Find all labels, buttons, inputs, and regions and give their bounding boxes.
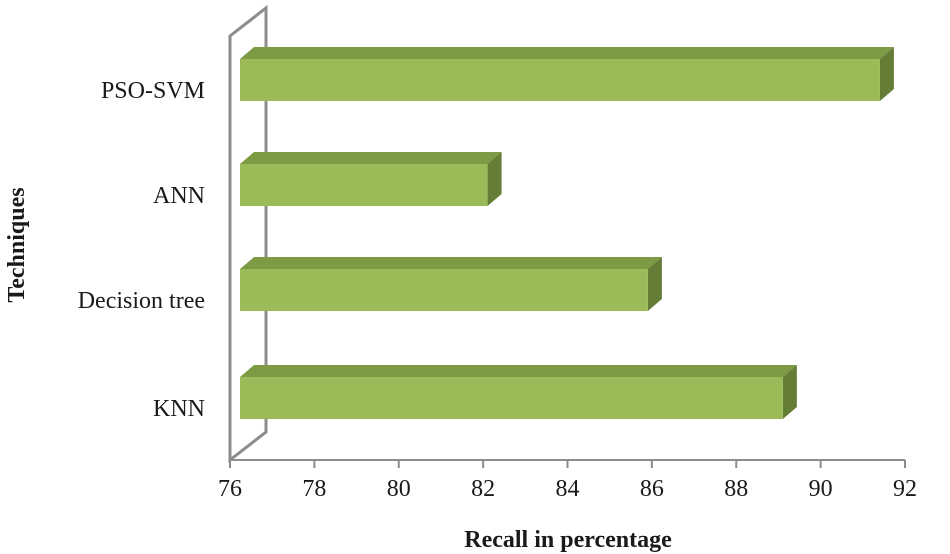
bar-side-face bbox=[647, 257, 662, 311]
back-wall-outline bbox=[228, 4, 268, 464]
x-tick-label: 76 bbox=[218, 476, 242, 502]
bar-side-face bbox=[487, 152, 502, 206]
category-label: ANN bbox=[153, 183, 205, 209]
x-tick-label: 92 bbox=[893, 476, 917, 502]
bar-front-face bbox=[240, 59, 880, 101]
bar-top-face bbox=[240, 365, 797, 377]
bar bbox=[240, 47, 894, 101]
y-axis-title: Techniques bbox=[4, 187, 30, 302]
x-tick-label: 86 bbox=[640, 476, 664, 502]
chart-back-wall bbox=[228, 4, 268, 464]
x-tick-label: 80 bbox=[387, 476, 411, 502]
bar-front-face bbox=[240, 377, 783, 419]
bar bbox=[240, 257, 662, 311]
bar-top-face bbox=[240, 257, 662, 269]
bar-side-face bbox=[879, 47, 894, 101]
bar bbox=[240, 365, 797, 419]
x-tick-label: 78 bbox=[302, 476, 326, 502]
category-label: Decision tree bbox=[78, 288, 205, 314]
x-tick-label: 88 bbox=[724, 476, 748, 502]
bar-front-face bbox=[240, 164, 488, 206]
x-tick-label: 82 bbox=[471, 476, 495, 502]
x-tick-label: 84 bbox=[556, 476, 580, 502]
bar-top-face bbox=[240, 47, 894, 59]
bar-side-face bbox=[782, 365, 797, 419]
x-axis: 76 78 80 82 84 86 88 90 92 bbox=[218, 459, 917, 502]
bar-front-face bbox=[240, 269, 648, 311]
category-labels: KNN Decision tree ANN PSO-SVM bbox=[78, 78, 205, 422]
bars bbox=[240, 47, 894, 419]
category-label: PSO-SVM bbox=[101, 78, 205, 104]
bar-top-face bbox=[240, 152, 502, 164]
x-axis-title: Recall in percentage bbox=[464, 527, 672, 553]
bar bbox=[240, 152, 502, 206]
x-tick-label: 90 bbox=[809, 476, 833, 502]
category-label: KNN bbox=[153, 396, 205, 422]
